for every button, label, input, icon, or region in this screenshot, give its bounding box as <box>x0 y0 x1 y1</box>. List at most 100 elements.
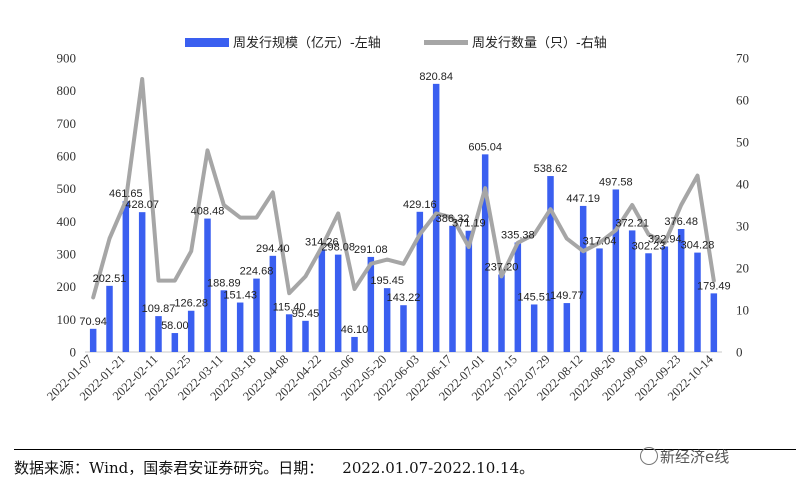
data-label: 149.77 <box>550 290 584 302</box>
data-label: 143.22 <box>387 292 421 304</box>
data-label: 317.04 <box>583 235 617 247</box>
right-tick-label: 10 <box>736 303 749 318</box>
data-label: 224.68 <box>240 266 274 278</box>
legend-label-bar: 周发行规模（亿元）-左轴 <box>233 35 381 51</box>
bar <box>187 310 195 352</box>
data-label: 58.00 <box>161 320 189 332</box>
data-label: 447.19 <box>566 193 600 205</box>
bar <box>122 201 130 352</box>
line-series <box>91 77 716 300</box>
data-label: 188.89 <box>207 277 241 289</box>
data-label: 126.28 <box>174 298 208 310</box>
bar <box>400 305 407 352</box>
bar <box>220 290 228 352</box>
bar <box>628 230 636 352</box>
bar <box>694 252 701 352</box>
left-tick-label: 200 <box>57 279 77 294</box>
legend: 周发行规模（亿元）-左轴 周发行数量（只）-右轴 <box>185 35 607 51</box>
data-label: 605.04 <box>468 141 502 153</box>
bar <box>155 316 162 352</box>
right-tick-label: 70 <box>736 51 749 66</box>
legend-swatch-bar <box>185 38 229 47</box>
left-tick-label: 0 <box>70 345 77 360</box>
bar <box>498 274 505 352</box>
bar <box>302 320 309 352</box>
watermark: 新经济e线 <box>660 448 730 466</box>
bar <box>383 288 391 352</box>
source-note: 数据来源：Wind，国泰君安证券研究。日期： 2022.01.07-2022.1… <box>14 459 535 477</box>
data-label: 322.94 <box>648 234 682 246</box>
data-label: 820.84 <box>419 71 453 83</box>
data-label: 237.20 <box>485 262 519 274</box>
left-tick-label: 600 <box>57 149 77 164</box>
bar <box>416 211 424 352</box>
right-tick-label: 30 <box>736 219 749 234</box>
bar <box>547 176 554 352</box>
bar <box>138 212 146 352</box>
data-label: 429.16 <box>403 199 437 211</box>
data-label: 372.21 <box>615 217 649 229</box>
right-tick-label: 60 <box>736 93 749 108</box>
left-tick-label: 900 <box>57 51 77 66</box>
legend-label-line: 周发行数量（只）-右轴 <box>472 35 607 51</box>
data-label: 202.51 <box>93 273 127 285</box>
left-tick-label: 400 <box>57 214 77 229</box>
bar <box>367 256 375 352</box>
bar <box>465 230 473 352</box>
bar <box>579 205 587 352</box>
footer-rule <box>14 449 796 450</box>
data-label: 298.08 <box>321 242 355 254</box>
data-label: 376.48 <box>664 216 698 228</box>
data-label: 195.45 <box>370 275 404 287</box>
left-tick-label: 500 <box>57 181 77 196</box>
bar <box>334 254 342 352</box>
data-label: 291.08 <box>354 244 388 256</box>
left-tick-label: 100 <box>57 312 77 327</box>
data-label: 294.40 <box>256 243 290 255</box>
data-label: 304.28 <box>681 240 715 252</box>
data-label: 314.26 <box>305 236 339 248</box>
bar <box>351 336 358 352</box>
bar <box>106 285 113 352</box>
bar <box>204 218 211 352</box>
bar <box>236 302 244 352</box>
left-axis: 0 100 200 300 400 500 600 700 800 900 <box>57 51 77 360</box>
left-tick-label: 700 <box>57 116 77 131</box>
bar <box>661 246 669 352</box>
data-label: 115.40 <box>273 301 306 313</box>
bar <box>677 229 685 352</box>
data-label: 538.62 <box>534 163 568 175</box>
bar <box>89 328 97 352</box>
right-tick-label: 0 <box>736 345 743 360</box>
data-label: 151.43 <box>223 290 257 302</box>
bar <box>432 83 440 352</box>
bar <box>481 154 489 352</box>
right-tick-label: 20 <box>736 261 749 276</box>
bar <box>449 225 456 352</box>
data-label: 179.49 <box>697 280 731 292</box>
data-label: 302.23 <box>632 240 666 252</box>
data-label: 46.10 <box>341 324 369 336</box>
left-tick-label: 800 <box>57 83 77 98</box>
data-label: 109.87 <box>142 303 176 315</box>
right-tick-label: 40 <box>736 177 749 192</box>
data-label: 145.51 <box>517 291 551 303</box>
right-axis: 0 10 20 30 40 50 60 70 <box>736 51 749 360</box>
x-axis: 2022-01-072022-01-212022-02-112022-02-25… <box>44 352 716 404</box>
data-label: 497.58 <box>599 176 633 188</box>
data-label: 70.94 <box>79 316 107 328</box>
data-label: 408.48 <box>191 206 225 218</box>
bar <box>514 242 522 352</box>
data-label: 386.32 <box>436 213 470 225</box>
bar <box>171 333 179 352</box>
data-label: 95.45 <box>292 308 320 320</box>
data-label: 461.65 <box>109 188 143 200</box>
bar <box>530 304 538 352</box>
data-label: 371.19 <box>452 218 486 230</box>
bar <box>710 293 718 352</box>
bar <box>645 253 652 352</box>
data-label: 428.07 <box>125 199 159 211</box>
bar <box>563 303 571 352</box>
bar <box>253 278 260 352</box>
